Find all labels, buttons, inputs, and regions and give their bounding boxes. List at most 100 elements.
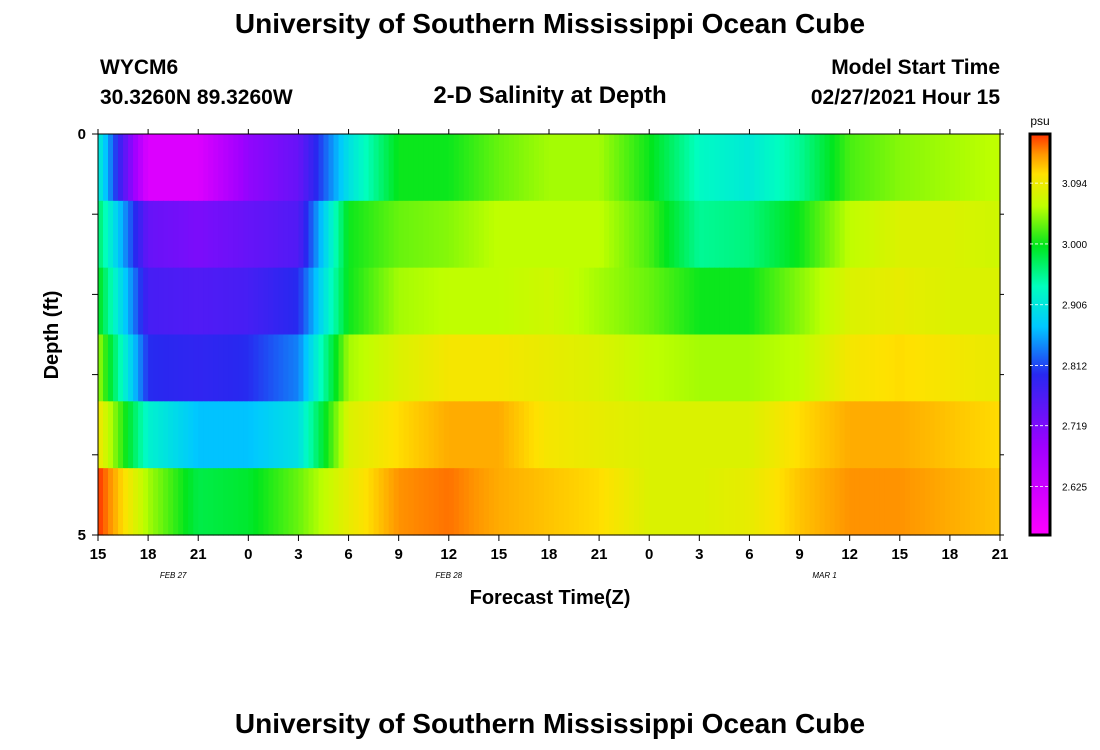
heatmap-cell [884, 334, 891, 402]
heatmap-cell [363, 334, 370, 402]
heatmap-cell [173, 267, 179, 336]
heatmap-cell [398, 134, 405, 202]
heatmap-cell [428, 401, 435, 469]
heatmap-cell [433, 267, 440, 336]
heatmap-cell [123, 267, 129, 336]
colorbar-label: 2.625 [1062, 482, 1087, 493]
heatmap-cell [914, 200, 921, 269]
heatmap-cell [704, 200, 710, 269]
heatmap-cell [463, 134, 470, 202]
heatmap-cell [614, 134, 620, 202]
heatmap-cell [974, 468, 981, 536]
heatmap-cell [574, 200, 580, 269]
heatmap-cell [438, 334, 445, 402]
heatmap-cell [483, 200, 490, 269]
heatmap-cell [689, 134, 695, 202]
heatmap-cell [574, 334, 580, 402]
heatmap-cell [679, 267, 685, 336]
heatmap-cell [939, 401, 946, 469]
heatmap-cell [759, 334, 766, 402]
heatmap-cell [954, 401, 961, 469]
heatmap-cell [103, 134, 109, 202]
heatmap-cell [103, 468, 109, 536]
heatmap-cell [689, 401, 695, 469]
heatmap-cell [784, 134, 791, 202]
heatmap-cell [243, 200, 249, 269]
heatmap-cell [684, 134, 690, 202]
heatmap-cell [839, 267, 846, 336]
heatmap-cell [538, 468, 545, 536]
heatmap-cell [353, 134, 360, 202]
heatmap-cell [513, 267, 520, 336]
heatmap-cell [934, 468, 941, 536]
heatmap-cell [323, 267, 330, 336]
heatmap-cell [809, 267, 816, 336]
heatmap-cell [869, 401, 876, 469]
heatmap-cell [103, 401, 109, 469]
heatmap-cell [318, 200, 325, 269]
heatmap-cell [303, 468, 310, 536]
heatmap-cell [168, 200, 174, 269]
heatmap-cell [824, 401, 831, 469]
heatmap-cell [118, 334, 124, 402]
heatmap-cell [158, 200, 164, 269]
heatmap-cell [789, 267, 796, 336]
heatmap-cell [949, 267, 956, 336]
heatmap-cell [814, 401, 821, 469]
heatmap-cell [453, 200, 460, 269]
heatmap-cell [473, 267, 480, 336]
heatmap-cell [503, 267, 510, 336]
heatmap-cell [604, 134, 610, 202]
heatmap-cell [283, 468, 290, 536]
heatmap-cell [278, 200, 285, 269]
heatmap-cell [428, 134, 435, 202]
heatmap-cell [293, 401, 300, 469]
heatmap-cell [924, 267, 931, 336]
heatmap-cell [854, 401, 861, 469]
heatmap-cell [814, 134, 821, 202]
heatmap-cell [188, 401, 194, 469]
heatmap-cell [719, 134, 725, 202]
heatmap-cell [193, 200, 199, 269]
heatmap-cell [909, 267, 916, 336]
heatmap-cell [609, 200, 615, 269]
heatmap-cell [393, 334, 400, 402]
heatmap-cell [288, 200, 295, 269]
heatmap-cell [293, 200, 300, 269]
heatmap-cell [939, 334, 946, 402]
heatmap-cell [814, 200, 821, 269]
heatmap-cell [659, 267, 665, 336]
heatmap-cell [233, 401, 239, 469]
heatmap-cell [744, 468, 751, 536]
heatmap-cell [288, 267, 295, 336]
heatmap-cell [393, 200, 400, 269]
heatmap-cell [564, 200, 570, 269]
heatmap-cell [959, 334, 966, 402]
heatmap-cell [589, 334, 595, 402]
heatmap-cell [223, 200, 229, 269]
heatmap-cell [188, 267, 194, 336]
heatmap-cell [263, 468, 269, 536]
heatmap-cell [599, 334, 605, 402]
heatmap-cell [123, 200, 129, 269]
heatmap-cell [674, 334, 680, 402]
heatmap-cell [163, 401, 169, 469]
heatmap-cell [804, 401, 811, 469]
heatmap-cell [859, 267, 866, 336]
heatmap-cell [634, 134, 640, 202]
heatmap-cell [659, 334, 665, 402]
heatmap-cell [133, 134, 139, 202]
heatmap-cell [478, 468, 485, 536]
heatmap-cell [103, 334, 109, 402]
heatmap-cell [789, 334, 796, 402]
heatmap-cell [904, 334, 911, 402]
heatmap-cell [448, 334, 455, 402]
date-labels: FEB 27 FEB 28 MAR 1 [160, 571, 837, 580]
heatmap-cell [984, 134, 991, 202]
heatmap-cell [183, 334, 189, 402]
heatmap-cell [443, 200, 450, 269]
heatmap-cell [523, 267, 530, 336]
heatmap-cell [904, 267, 911, 336]
heatmap-cell [153, 200, 159, 269]
heatmap-cell [518, 401, 525, 469]
